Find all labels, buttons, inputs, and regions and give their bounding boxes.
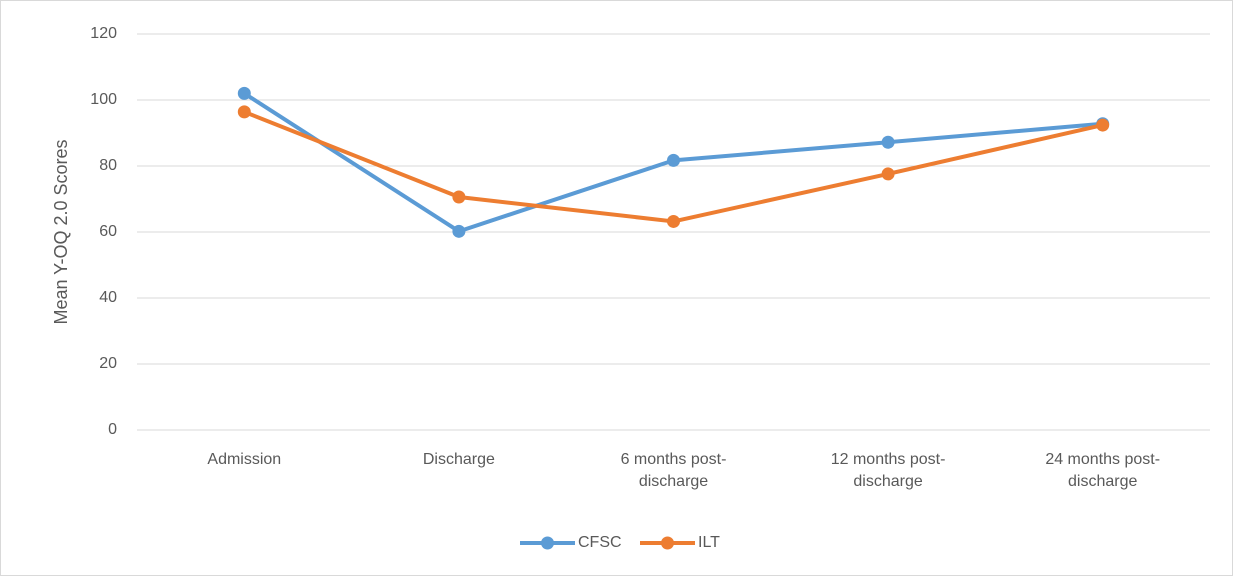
x-tick-label: 24 months post-discharge <box>1045 451 1161 490</box>
x-tick-label: Admission <box>207 451 282 468</box>
data-point <box>881 135 895 149</box>
data-point <box>237 105 251 119</box>
y-tick-label: 60 <box>99 223 117 240</box>
data-point <box>1096 118 1110 132</box>
y-tick-label: 40 <box>99 289 117 306</box>
data-point <box>881 167 895 181</box>
data-point <box>667 214 680 228</box>
y-tick-label: 120 <box>90 25 117 42</box>
legend-marker <box>541 536 554 550</box>
data-point <box>452 190 466 204</box>
data-point <box>667 153 680 167</box>
y-axis-label: Mean Y-OQ 2.0 Scores <box>51 139 71 324</box>
legend-label: CFSC <box>578 534 622 551</box>
y-tick-label: 80 <box>99 157 117 174</box>
data-point <box>237 86 251 100</box>
y-tick-label: 0 <box>108 421 117 438</box>
legend-marker <box>661 536 674 550</box>
data-point <box>452 224 466 238</box>
y-tick-label: 20 <box>99 355 117 372</box>
x-tick-label: Discharge <box>422 451 495 468</box>
legend-label: ILT <box>698 534 720 551</box>
x-tick-label: 12 months post-discharge <box>830 451 946 490</box>
y-tick-label: 100 <box>90 91 117 108</box>
x-tick-label: 6 months post-discharge <box>620 451 727 490</box>
